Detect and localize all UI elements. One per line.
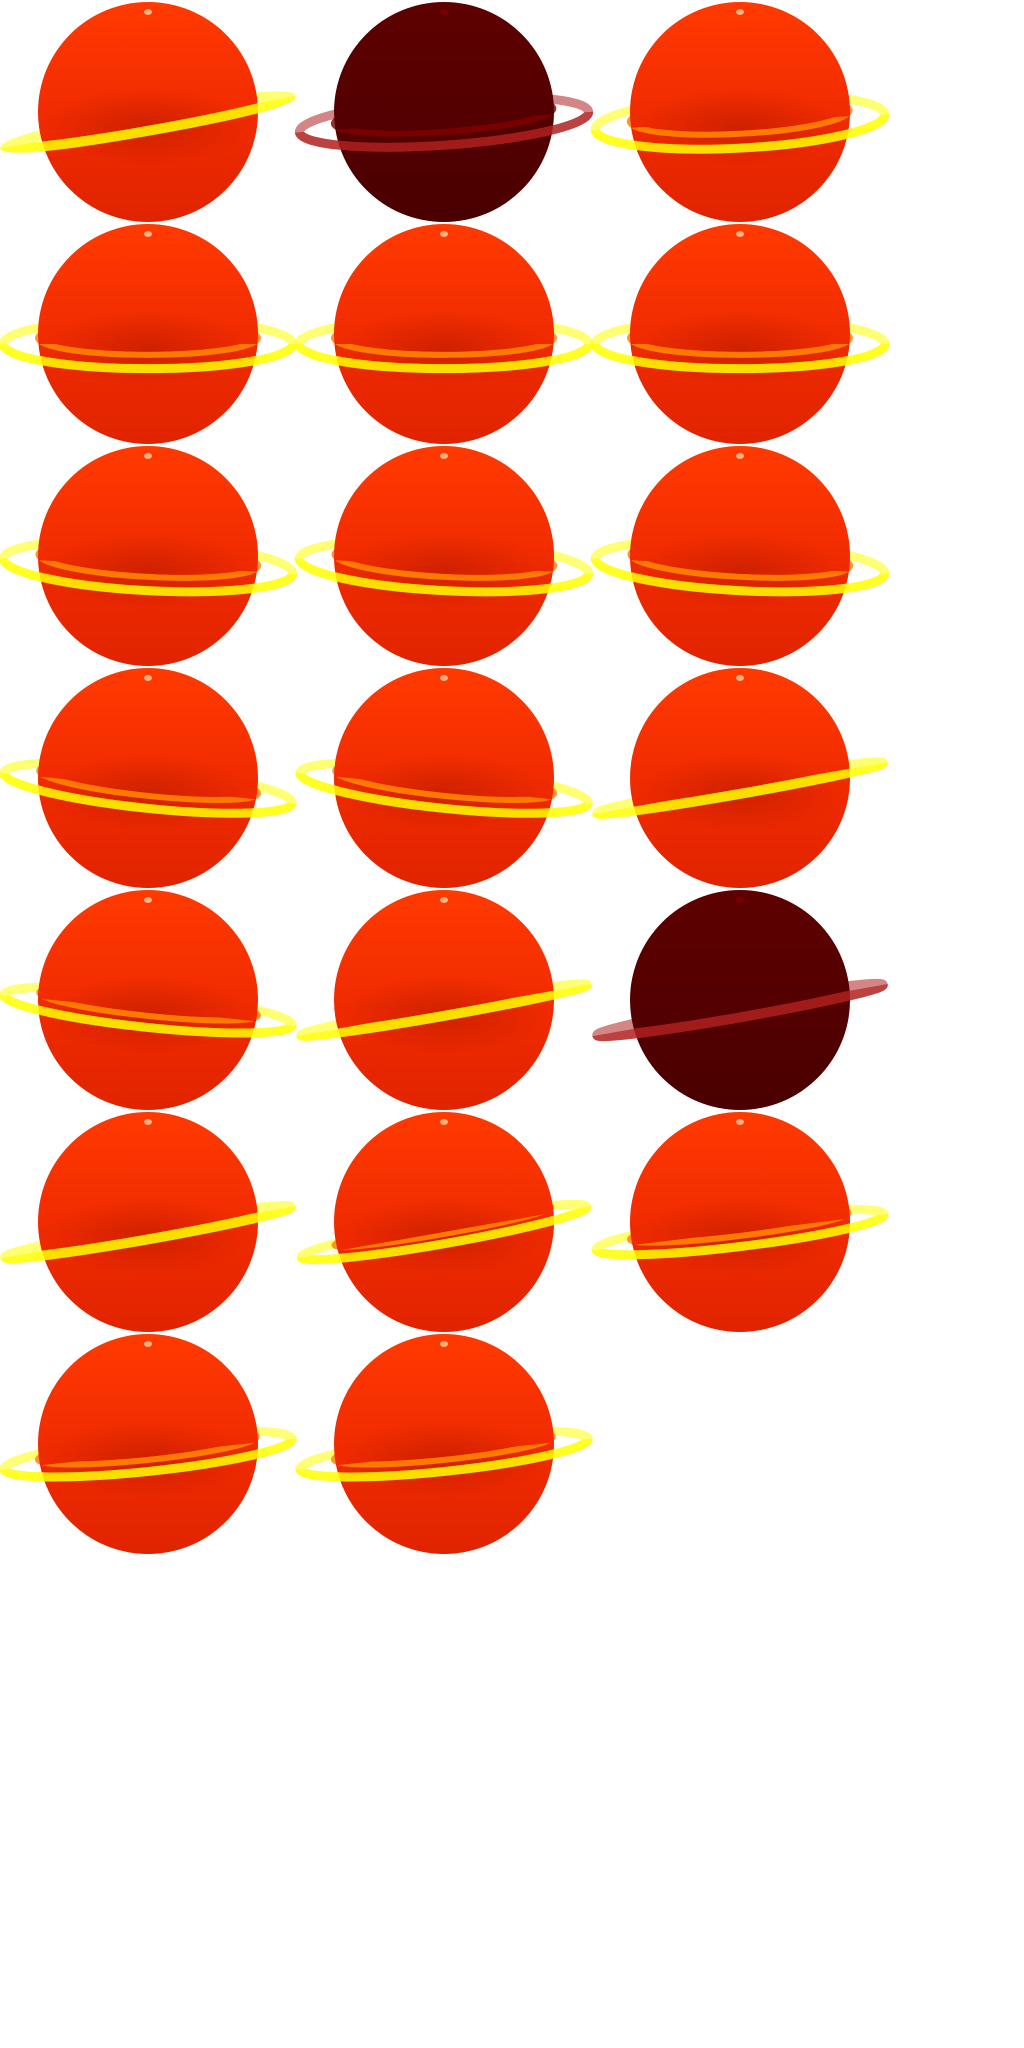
planet-frame-12 xyxy=(592,666,892,888)
planet-body xyxy=(334,1334,554,1554)
highlight-dot xyxy=(736,1119,744,1125)
planet-body xyxy=(630,1112,850,1332)
highlight-dot xyxy=(736,9,744,15)
planet-frame-18 xyxy=(591,1110,892,1332)
planet-body xyxy=(630,2,850,222)
ringed-planet-icon xyxy=(295,1334,593,1554)
ringed-planet-icon xyxy=(590,224,890,444)
planet-frame-7 xyxy=(0,444,300,666)
ringed-planet-icon xyxy=(592,668,888,888)
planet-frame-1 xyxy=(0,0,300,222)
planet-body xyxy=(334,224,554,444)
highlight-dot xyxy=(440,453,448,459)
ringed-planet-icon xyxy=(294,2,594,222)
planet-frame-10 xyxy=(0,666,300,888)
highlight-dot xyxy=(144,9,152,15)
ringed-planet-icon xyxy=(0,446,298,666)
planet-frame-5 xyxy=(294,222,596,444)
planet-frame-2 xyxy=(294,0,596,222)
ringed-planet-icon xyxy=(295,668,593,888)
ringed-planet-icon xyxy=(590,446,890,666)
highlight-dot xyxy=(144,1341,152,1347)
highlight-dot xyxy=(736,453,744,459)
planet-body xyxy=(334,1112,554,1332)
ring-front xyxy=(0,344,298,374)
planet-frame-14 xyxy=(296,888,596,1110)
highlight-dot xyxy=(144,675,152,681)
ringed-planet-icon xyxy=(0,1334,297,1554)
highlight-dot xyxy=(440,675,448,681)
highlight-dot xyxy=(144,453,152,459)
planet-frame-16 xyxy=(0,1110,300,1332)
ringed-planet-icon xyxy=(0,890,297,1110)
planet-body xyxy=(38,890,258,1110)
ringed-planet-icon xyxy=(296,890,592,1110)
highlight-dot xyxy=(440,897,448,903)
highlight-dot xyxy=(736,231,744,237)
highlight-dot xyxy=(440,231,448,237)
ringed-planet-icon xyxy=(296,1112,592,1332)
planet-body xyxy=(334,2,554,222)
ringed-planet-icon xyxy=(0,2,296,222)
planet-frame-20 xyxy=(295,1332,596,1554)
planet-body xyxy=(334,668,554,888)
planet-body xyxy=(334,446,554,666)
planet-frame-17 xyxy=(296,1110,596,1332)
planet-frame-13 xyxy=(0,888,300,1110)
ringed-planet-icon xyxy=(0,224,298,444)
ring-front xyxy=(294,344,594,374)
planet-frame-11 xyxy=(295,666,596,888)
highlight-dot xyxy=(144,1119,152,1125)
planet-body xyxy=(38,446,258,666)
planet-frame-6 xyxy=(590,222,892,444)
highlight-dot xyxy=(440,9,448,15)
planet-frame-4 xyxy=(0,222,300,444)
planet-frame-9 xyxy=(590,444,892,666)
ringed-planet-icon xyxy=(294,446,594,666)
planet-body xyxy=(630,224,850,444)
planet-body xyxy=(38,1334,258,1554)
ringed-planet-icon xyxy=(592,890,888,1110)
planet-frame-8 xyxy=(294,444,596,666)
highlight-dot xyxy=(440,1341,448,1347)
highlight-dot xyxy=(144,231,152,237)
highlight-dot xyxy=(144,897,152,903)
planet-frame-19 xyxy=(0,1332,300,1554)
planet-frame-3 xyxy=(590,0,892,222)
ringed-planet-icon xyxy=(590,2,890,222)
highlight-dot xyxy=(736,675,744,681)
ringed-planet-icon xyxy=(0,668,297,888)
planet-body xyxy=(38,668,258,888)
ring-front xyxy=(590,344,890,374)
ringed-planet-icon xyxy=(294,224,594,444)
highlight-dot xyxy=(440,1119,448,1125)
ringed-planet-icon xyxy=(591,1112,889,1332)
highlight-dot xyxy=(736,897,744,903)
planet-body xyxy=(630,446,850,666)
planet-body xyxy=(38,224,258,444)
ringed-planet-icon xyxy=(0,1112,296,1332)
planet-frame-15 xyxy=(592,888,892,1110)
